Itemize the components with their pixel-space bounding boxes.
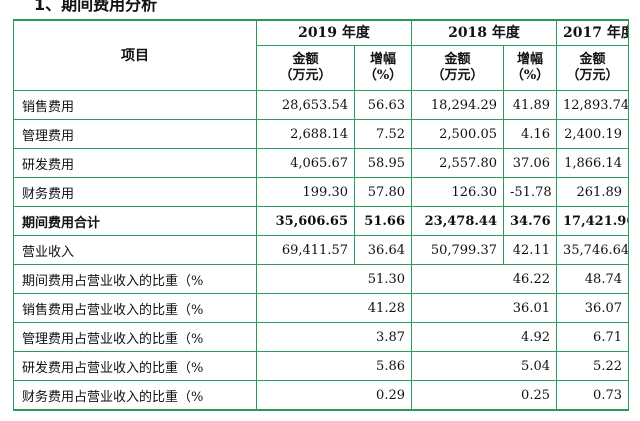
- ratio-row: 财务费用占营业收入的比重（% 0.29 0.25 0.73: [13, 380, 629, 411]
- cell-value: 2,557.80: [411, 148, 504, 178]
- cell-value: 36.01: [411, 293, 557, 323]
- expense-table: 项目 2019 年度 2018 年度 2017 年度 金额 （万元） 增幅 （%） …: [13, 19, 629, 411]
- cell-value: 4.16: [503, 119, 557, 149]
- cell-value: 51.66: [354, 206, 412, 236]
- cell-value: 5.86: [256, 351, 412, 381]
- row-label: 销售费用占营业收入的比重（%: [13, 293, 257, 323]
- cell-value: 41.89: [503, 90, 557, 120]
- cell-value: 1,866.14: [556, 148, 629, 178]
- year-header-2017: 2017 年度: [556, 19, 629, 46]
- cell-value: 5.04: [411, 351, 557, 381]
- cell-value: 41.28: [256, 293, 412, 323]
- cell-value: 23,478.44: [411, 206, 504, 236]
- cell-value: 0.29: [256, 380, 412, 411]
- row-label: 管理费用: [13, 119, 257, 149]
- cell-value: 58.95: [354, 148, 412, 178]
- cell-value: 5.22: [556, 351, 629, 381]
- cell-value: 18,294.29: [411, 90, 504, 120]
- cell-value: 2,400.19: [556, 119, 629, 149]
- ratio-row: 管理费用占营业收入的比重（% 3.87 4.92 6.71: [13, 322, 629, 352]
- growth-header: 增幅 （%）: [354, 45, 412, 91]
- cell-value: 51.30: [256, 264, 412, 294]
- cell-value: -51.78: [503, 177, 557, 207]
- cell-value: 7.52: [354, 119, 412, 149]
- row-label: 财务费用占营业收入的比重（%: [13, 380, 257, 411]
- table-row: 营业收入 69,411.57 36.64 50,799.37 42.11 35,…: [13, 235, 629, 265]
- cell-value: 3.87: [256, 322, 412, 352]
- cell-value: 17,421.96: [556, 206, 629, 236]
- cell-value: 6.71: [556, 322, 629, 352]
- ratio-row: 期间费用占营业收入的比重（% 51.30 46.22 48.74: [13, 264, 629, 294]
- cell-value: 4,065.67: [256, 148, 355, 178]
- cell-value: 37.06: [503, 148, 557, 178]
- cell-value: 12,893.74: [556, 90, 629, 120]
- cell-value: 36.07: [556, 293, 629, 323]
- cell-value: 56.63: [354, 90, 412, 120]
- cell-value: 126.30: [411, 177, 504, 207]
- row-label: 研发费用占营业收入的比重（%: [13, 351, 257, 381]
- item-header: 项目: [13, 19, 257, 91]
- section-heading: 1、期间费用分析: [34, 0, 158, 14]
- table-row: 财务费用 199.30 57.80 126.30 -51.78 261.89: [13, 177, 629, 207]
- cell-value: 48.74: [556, 264, 629, 294]
- cell-value: 0.25: [411, 380, 557, 411]
- cell-value: 35,746.64: [556, 235, 629, 265]
- table-row: 管理费用 2,688.14 7.52 2,500.05 4.16 2,400.1…: [13, 119, 629, 149]
- cell-value: 28,653.54: [256, 90, 355, 120]
- row-label: 销售费用: [13, 90, 257, 120]
- table-row-total: 期间费用合计 35,606.65 51.66 23,478.44 34.76 1…: [13, 206, 629, 236]
- row-label: 期间费用合计: [13, 206, 257, 236]
- amount-header: 金额 （万元）: [256, 45, 355, 91]
- cell-value: 0.73: [556, 380, 629, 411]
- cell-value: 46.22: [411, 264, 557, 294]
- cell-value: 69,411.57: [256, 235, 355, 265]
- cell-value: 42.11: [503, 235, 557, 265]
- row-label: 营业收入: [13, 235, 257, 265]
- year-header-2019: 2019 年度: [256, 19, 412, 46]
- ratio-row: 研发费用占营业收入的比重（% 5.86 5.04 5.22: [13, 351, 629, 381]
- cell-value: 2,688.14: [256, 119, 355, 149]
- ratio-row: 销售费用占营业收入的比重（% 41.28 36.01 36.07: [13, 293, 629, 323]
- row-label: 期间费用占营业收入的比重（%: [13, 264, 257, 294]
- cell-value: 36.64: [354, 235, 412, 265]
- table-row: 研发费用 4,065.67 58.95 2,557.80 37.06 1,866…: [13, 148, 629, 178]
- year-header-2018: 2018 年度: [411, 19, 557, 46]
- growth-header: 增幅 （%）: [503, 45, 557, 91]
- row-label: 研发费用: [13, 148, 257, 178]
- cell-value: 261.89: [556, 177, 629, 207]
- cell-value: 199.30: [256, 177, 355, 207]
- cell-value: 2,500.05: [411, 119, 504, 149]
- table-row: 销售费用 28,653.54 56.63 18,294.29 41.89 12,…: [13, 90, 629, 120]
- row-label: 管理费用占营业收入的比重（%: [13, 322, 257, 352]
- cell-value: 50,799.37: [411, 235, 504, 265]
- cell-value: 57.80: [354, 177, 412, 207]
- amount-header: 金额 （万元）: [411, 45, 504, 91]
- cell-value: 35,606.65: [256, 206, 355, 236]
- cell-value: 4.92: [411, 322, 557, 352]
- cell-value: 34.76: [503, 206, 557, 236]
- row-label: 财务费用: [13, 177, 257, 207]
- amount-header: 金额 （万元）: [556, 45, 629, 91]
